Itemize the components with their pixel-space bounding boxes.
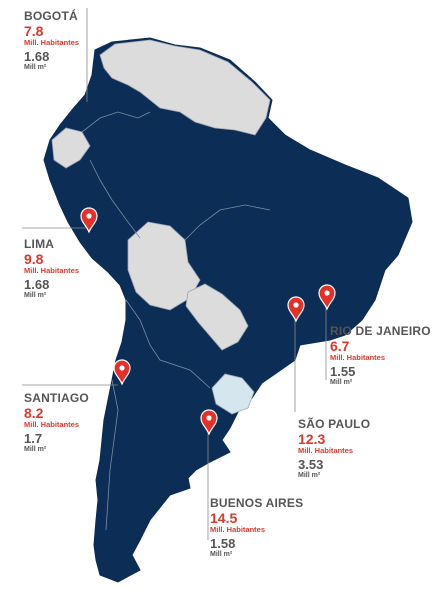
country-paraguay: [185, 283, 249, 351]
country-ecuador: [51, 127, 91, 169]
country-venezuela-guianas: [99, 39, 271, 136]
area-value: 1.7: [24, 430, 43, 446]
population-unit: Mill. Habitantes: [298, 446, 354, 455]
map-pin-icon: [80, 207, 98, 234]
city-label-santiago: SANTIAGO 8.2 Mill. Habitantes 1.7 Mill m…: [24, 392, 89, 453]
city-label-rio-de-janeiro: RIO DE JANEIRO 6.7 Mill. Habitantes 1.55…: [330, 325, 431, 386]
population-value: 7.8: [24, 23, 44, 39]
population-unit: Mill. Habitantes: [24, 266, 80, 275]
map-pin-icon: [287, 296, 305, 323]
area-unit: Mill m²: [24, 291, 47, 299]
population-value: 9.8: [24, 251, 44, 267]
population-unit: Mill. Habitantes: [24, 420, 80, 429]
city-pins: [80, 207, 336, 436]
population-unit: Mill. Habitantes: [24, 38, 80, 47]
city-label-buenos-aires: BUENOS AIRES 14.5 Mill. Habitantes 1.58 …: [210, 497, 303, 558]
area-value: 3.53: [298, 456, 324, 472]
city-label-lima: LIMA 9.8 Mill. Habitantes 1.68 Mill m²: [24, 238, 79, 299]
city-name: SÃO PAULO: [298, 417, 371, 431]
map-pin-icon: [318, 284, 336, 311]
population-unit: Mill. Habitantes: [210, 525, 266, 534]
area-value: 1.68: [24, 276, 50, 292]
area-value: 1.58: [210, 535, 236, 551]
leader-lines: [22, 8, 327, 540]
map-pin-icon: [200, 409, 218, 436]
city-name: BUENOS AIRES: [210, 496, 304, 510]
map-pin-icon: [113, 359, 131, 386]
city-label-bogota: BOGOTÁ 7.8 Mill. Habitantes 1.68 Mill m²: [24, 10, 79, 71]
city-name: BOGOTÁ: [24, 9, 78, 23]
population-value: 6.7: [330, 338, 350, 354]
area-unit: Mill m²: [24, 445, 47, 453]
city-name: RIO DE JANEIRO: [330, 324, 431, 338]
population-value: 12.3: [298, 431, 326, 447]
population-value: 14.5: [210, 510, 238, 526]
area-unit: Mill m²: [210, 550, 233, 558]
city-name: SANTIAGO: [24, 391, 89, 405]
country-borders: [81, 111, 271, 531]
city-label-sao-paulo: SÃO PAULO 12.3 Mill. Habitantes 3.53 Mil…: [298, 418, 370, 479]
area-value: 1.68: [24, 48, 50, 64]
area-value: 1.55: [330, 363, 356, 379]
country-uruguay: [211, 373, 255, 415]
population-unit: Mill. Habitantes: [330, 353, 386, 362]
area-unit: Mill m²: [330, 378, 353, 386]
area-unit: Mill m²: [298, 471, 321, 479]
population-value: 8.2: [24, 405, 44, 421]
area-unit: Mill m²: [24, 63, 47, 71]
city-name: LIMA: [24, 237, 55, 251]
